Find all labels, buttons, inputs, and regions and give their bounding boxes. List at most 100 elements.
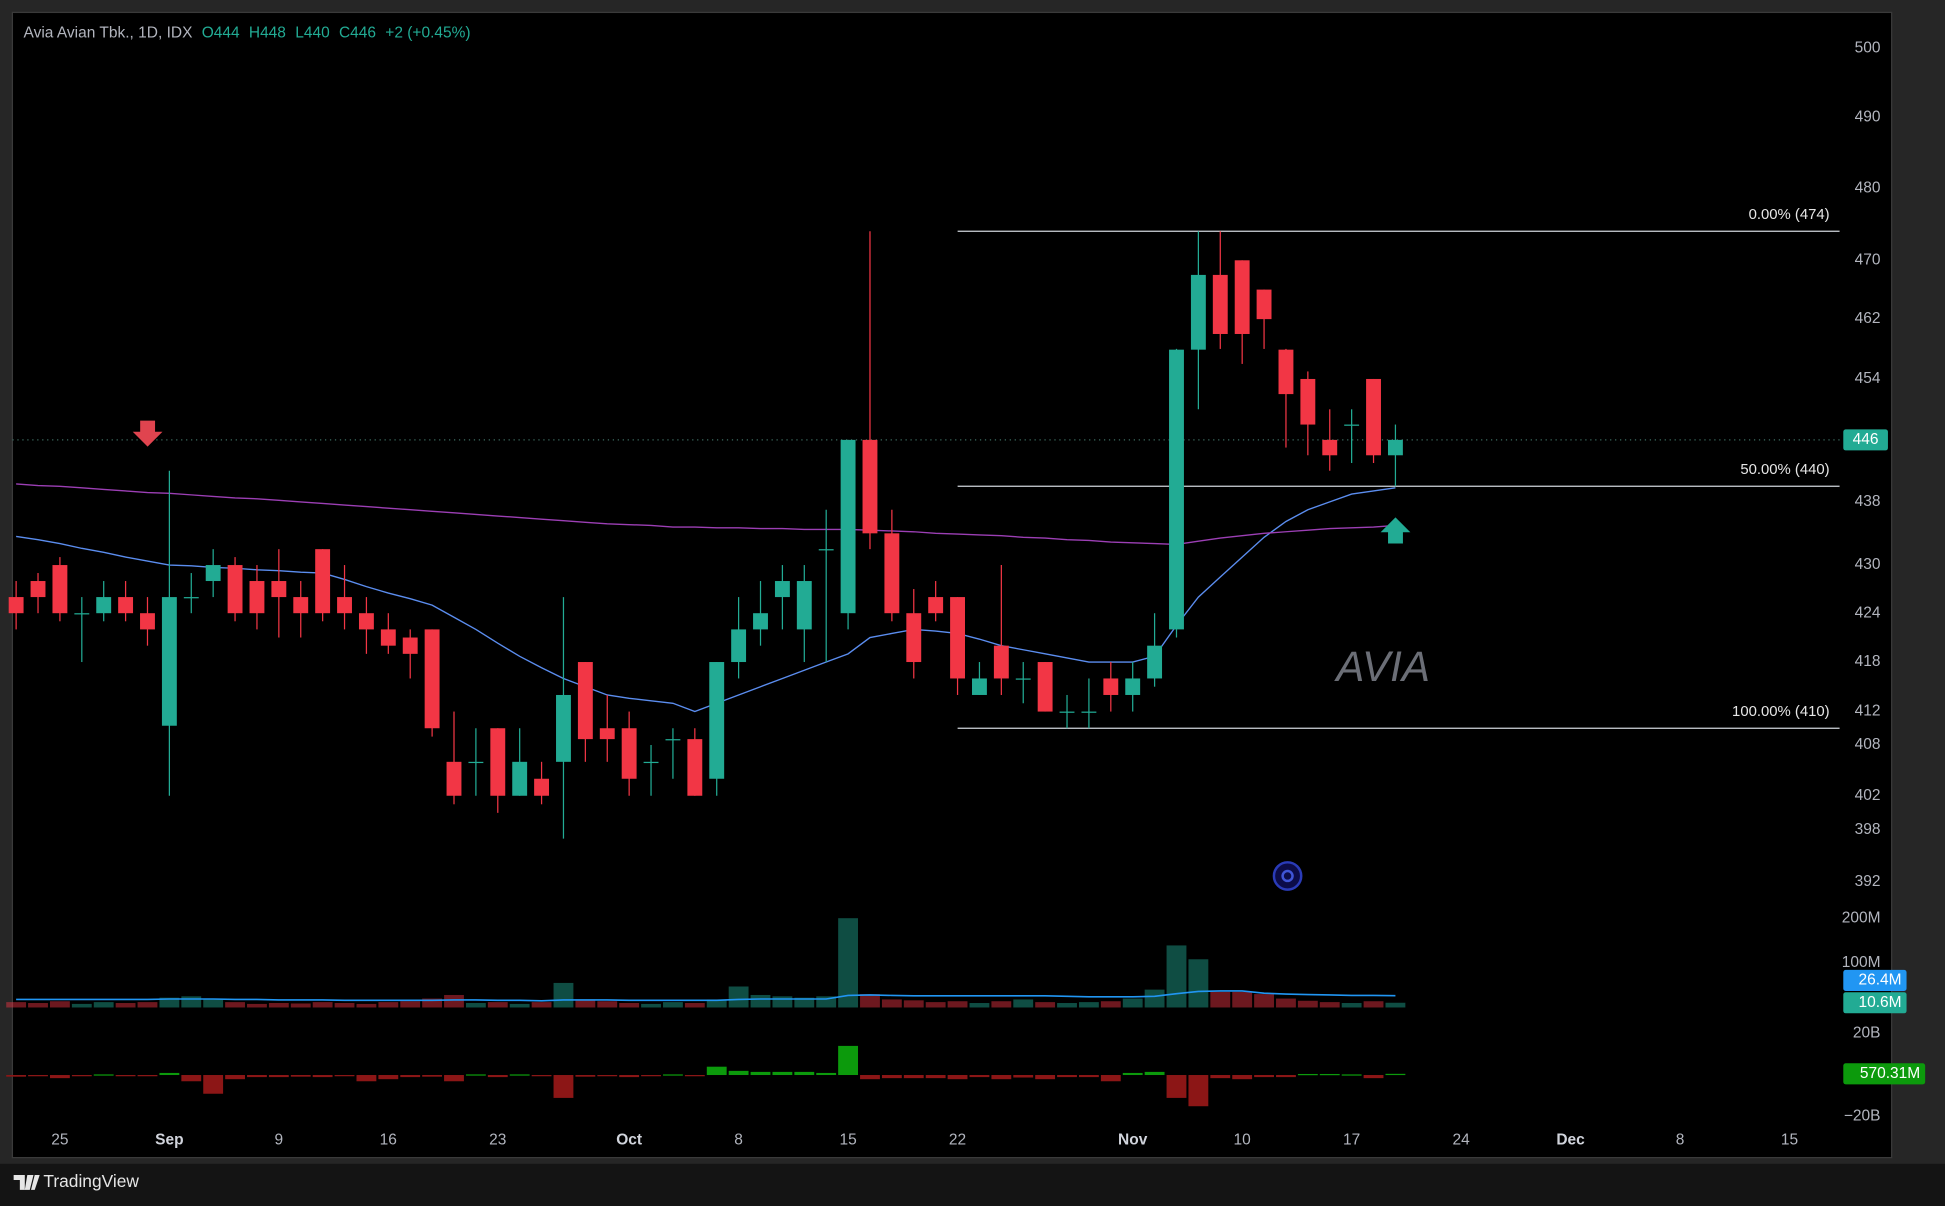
volume-bar xyxy=(290,1003,311,1008)
volume-bar xyxy=(1210,991,1231,1008)
y-tick-label: 500 xyxy=(1855,39,1881,56)
flow-bar xyxy=(400,1075,421,1078)
candle-body xyxy=(556,694,571,762)
candle-body xyxy=(140,613,155,630)
last-price-badge xyxy=(1843,429,1888,451)
volume-bar xyxy=(1078,1002,1099,1008)
candle-body xyxy=(1212,274,1228,334)
last-price-label: 446 xyxy=(1853,431,1879,448)
flow-bar xyxy=(728,1070,749,1076)
y-tick-label: 398 xyxy=(1855,821,1881,838)
candle-body xyxy=(227,565,243,614)
y-tick-label: 402 xyxy=(1855,787,1881,804)
volume-bar xyxy=(465,1003,486,1008)
flow-bar xyxy=(1188,1075,1209,1107)
x-tick-label: 16 xyxy=(380,1131,397,1148)
candle-body xyxy=(52,565,68,614)
candle-body xyxy=(774,581,790,598)
candle-body xyxy=(30,581,46,598)
x-tick-label: 15 xyxy=(1781,1131,1798,1148)
candle-body xyxy=(993,645,1009,679)
candle-body xyxy=(972,678,987,695)
volume-bar xyxy=(1100,1001,1121,1008)
volume-badge-label: 10.6M xyxy=(1858,994,1901,1011)
volume-bar xyxy=(838,918,859,1008)
flow-bar xyxy=(772,1071,793,1076)
footer-bar xyxy=(0,1163,1945,1206)
flow-bar xyxy=(663,1074,683,1076)
x-tick-label: 22 xyxy=(949,1131,966,1148)
volume-bar xyxy=(422,998,443,1008)
candle-body xyxy=(380,629,396,646)
candle-body xyxy=(534,778,550,796)
volume-badge xyxy=(1843,969,1907,991)
candle-body xyxy=(402,637,418,654)
candle-body xyxy=(249,581,265,614)
candle-body xyxy=(1322,439,1338,456)
flow-bar xyxy=(509,1074,530,1076)
candle-body xyxy=(1278,349,1294,395)
candle-body xyxy=(1387,439,1403,456)
flow-bar xyxy=(794,1071,815,1076)
candle-body xyxy=(818,549,834,551)
candle-body xyxy=(1147,645,1163,679)
flow-bar xyxy=(49,1075,70,1079)
flow-bar xyxy=(1057,1075,1077,1078)
volume-bar xyxy=(750,994,771,1008)
flow-bar xyxy=(6,1075,27,1077)
flow-bar xyxy=(706,1066,727,1076)
low-value: L440 xyxy=(295,25,330,42)
volume-bar xyxy=(225,1002,245,1008)
volume-bar xyxy=(575,999,596,1008)
candle-body xyxy=(928,597,944,614)
fib-level-label: 50.00% (440) xyxy=(1740,462,1829,478)
volume-bar xyxy=(1166,945,1187,1008)
candle-body xyxy=(161,597,177,726)
volume-bar xyxy=(1276,998,1296,1008)
brand-name: TradingView xyxy=(43,1171,139,1191)
candle-body xyxy=(796,581,812,630)
y-tick-label: 462 xyxy=(1855,310,1881,327)
x-tick-label: 24 xyxy=(1452,1131,1470,1148)
x-tick-label: Oct xyxy=(616,1131,642,1148)
flow-bar xyxy=(575,1075,596,1077)
flow-bar xyxy=(422,1075,443,1077)
flow-bar xyxy=(290,1075,311,1077)
volume-bar xyxy=(991,1001,1012,1008)
candle-body xyxy=(1125,678,1141,695)
candle-body xyxy=(1059,711,1075,713)
volume-bar xyxy=(860,994,880,1008)
volume-bar xyxy=(71,1003,92,1008)
replay-icon[interactable] xyxy=(1272,861,1303,891)
volume-bar xyxy=(181,996,202,1008)
x-tick-label: 17 xyxy=(1343,1131,1360,1148)
flow-bar xyxy=(71,1075,92,1077)
symbol-title: Avia Avian Tbk., 1D, IDX xyxy=(24,25,194,42)
flow-bar xyxy=(641,1075,661,1077)
candle-body xyxy=(665,739,681,741)
candle-body xyxy=(1015,678,1031,680)
volume-bar xyxy=(28,1003,48,1008)
volume-tick-label: 100M xyxy=(1842,954,1881,971)
volume-bar xyxy=(487,1002,508,1008)
volume-bar xyxy=(1013,999,1034,1008)
flow-bar xyxy=(465,1074,486,1076)
flow-bar xyxy=(816,1072,837,1076)
candle-body xyxy=(599,728,615,740)
volume-bar xyxy=(925,1002,946,1008)
y-tick-label: 408 xyxy=(1855,736,1881,753)
volume-bar xyxy=(1122,998,1143,1008)
candle-body xyxy=(950,597,965,679)
flow-bar xyxy=(969,1075,990,1078)
flow-bar xyxy=(1276,1075,1296,1078)
high-value: H448 xyxy=(249,25,286,42)
flow-bar xyxy=(312,1075,333,1078)
flow-badge xyxy=(1843,1063,1926,1085)
x-tick-label: Sep xyxy=(155,1131,183,1148)
candle-body xyxy=(315,549,331,614)
volume-bar xyxy=(1363,1001,1384,1008)
candle-body xyxy=(1081,711,1097,713)
volume-badge-label: 26.4M xyxy=(1858,972,1901,989)
candle-body xyxy=(709,662,725,779)
